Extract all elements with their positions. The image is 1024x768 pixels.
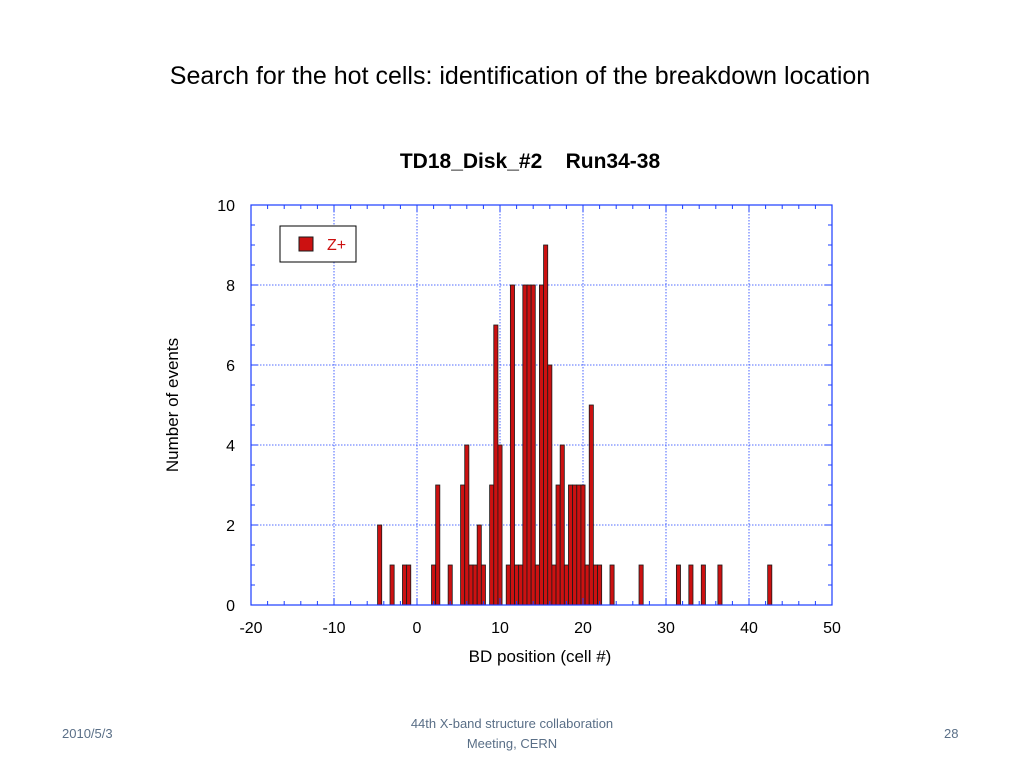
histogram-chart: TD18_Disk_#2 Run34-38 -20 -10 0 10 20 30 40 50 0… bbox=[163, 150, 841, 666]
y-tick-label: 8 bbox=[226, 278, 235, 295]
bar bbox=[559, 444, 565, 606]
bars bbox=[377, 244, 773, 606]
bar bbox=[534, 564, 540, 606]
x-tick-label: 30 bbox=[657, 620, 675, 637]
bar bbox=[580, 484, 586, 606]
bar bbox=[555, 484, 561, 606]
footer-date: 2010/5/3 bbox=[62, 726, 113, 741]
bar bbox=[464, 444, 470, 606]
bar bbox=[526, 284, 532, 606]
x-tick-label: 20 bbox=[574, 620, 592, 637]
bar bbox=[514, 564, 520, 606]
x-axis-label: BD position (cell #) bbox=[469, 647, 612, 666]
bar bbox=[547, 364, 553, 606]
bar bbox=[572, 484, 578, 606]
bar bbox=[576, 484, 582, 606]
bar bbox=[476, 524, 482, 606]
legend: Z+ bbox=[279, 225, 357, 263]
bar bbox=[609, 564, 615, 606]
bar bbox=[522, 284, 528, 606]
bar bbox=[530, 284, 536, 606]
page-number: 28 bbox=[944, 726, 959, 741]
bar bbox=[584, 564, 590, 606]
y-tick-label: 2 bbox=[226, 518, 235, 535]
bar bbox=[563, 564, 569, 606]
bar bbox=[568, 484, 574, 606]
bar bbox=[592, 564, 598, 606]
x-tick-label: -20 bbox=[239, 620, 262, 637]
bar bbox=[497, 444, 503, 606]
bar bbox=[460, 484, 466, 606]
bar bbox=[447, 564, 453, 606]
bar bbox=[468, 564, 474, 606]
bar bbox=[505, 564, 511, 606]
bar bbox=[588, 404, 594, 606]
bar bbox=[489, 484, 495, 606]
slide-title: Search for the hot cells: identification… bbox=[169, 62, 871, 90]
tick-labels: -20 -10 0 10 20 30 40 50 0 2 4 6 8 10 bbox=[217, 198, 841, 637]
bar bbox=[688, 564, 694, 606]
bar bbox=[675, 564, 681, 606]
x-tick-label: 40 bbox=[740, 620, 758, 637]
x-tick-label: 50 bbox=[823, 620, 841, 637]
bar bbox=[638, 564, 644, 606]
bar bbox=[518, 564, 524, 606]
bar bbox=[509, 284, 515, 606]
bar bbox=[543, 244, 549, 606]
y-tick-label: 6 bbox=[226, 358, 235, 375]
y-axis-label: Number of events bbox=[163, 338, 182, 472]
footer-event-line-1: 44th X-band structure collaboration bbox=[410, 716, 614, 731]
x-tick-label: 0 bbox=[413, 620, 422, 637]
bar bbox=[597, 564, 603, 606]
bar bbox=[480, 564, 486, 606]
legend-label: Z+ bbox=[327, 237, 346, 254]
bar bbox=[377, 524, 383, 606]
bar bbox=[551, 564, 557, 606]
y-tick-label: 0 bbox=[226, 598, 235, 615]
bar bbox=[431, 564, 437, 606]
x-tick-label: 10 bbox=[491, 620, 509, 637]
legend-box bbox=[279, 225, 357, 263]
chart-title: TD18_Disk_#2 Run34-38 bbox=[400, 150, 661, 173]
x-tick-label: -10 bbox=[322, 620, 345, 637]
bar bbox=[539, 284, 544, 606]
bar bbox=[406, 564, 412, 606]
bar bbox=[389, 564, 395, 606]
bar bbox=[767, 564, 773, 606]
bar bbox=[402, 564, 408, 606]
legend-swatch bbox=[298, 236, 314, 252]
tick-marks bbox=[250, 204, 833, 606]
bar bbox=[472, 564, 478, 606]
bar bbox=[435, 484, 441, 606]
y-tick-label: 10 bbox=[217, 198, 235, 215]
footer-event-line-2: Meeting, CERN bbox=[466, 736, 558, 751]
bar bbox=[700, 564, 706, 606]
footer-event: 44th X-band structure collaboration Meet… bbox=[362, 714, 662, 754]
y-tick-label: 4 bbox=[226, 438, 235, 455]
bar bbox=[717, 564, 723, 606]
bar bbox=[493, 324, 499, 606]
